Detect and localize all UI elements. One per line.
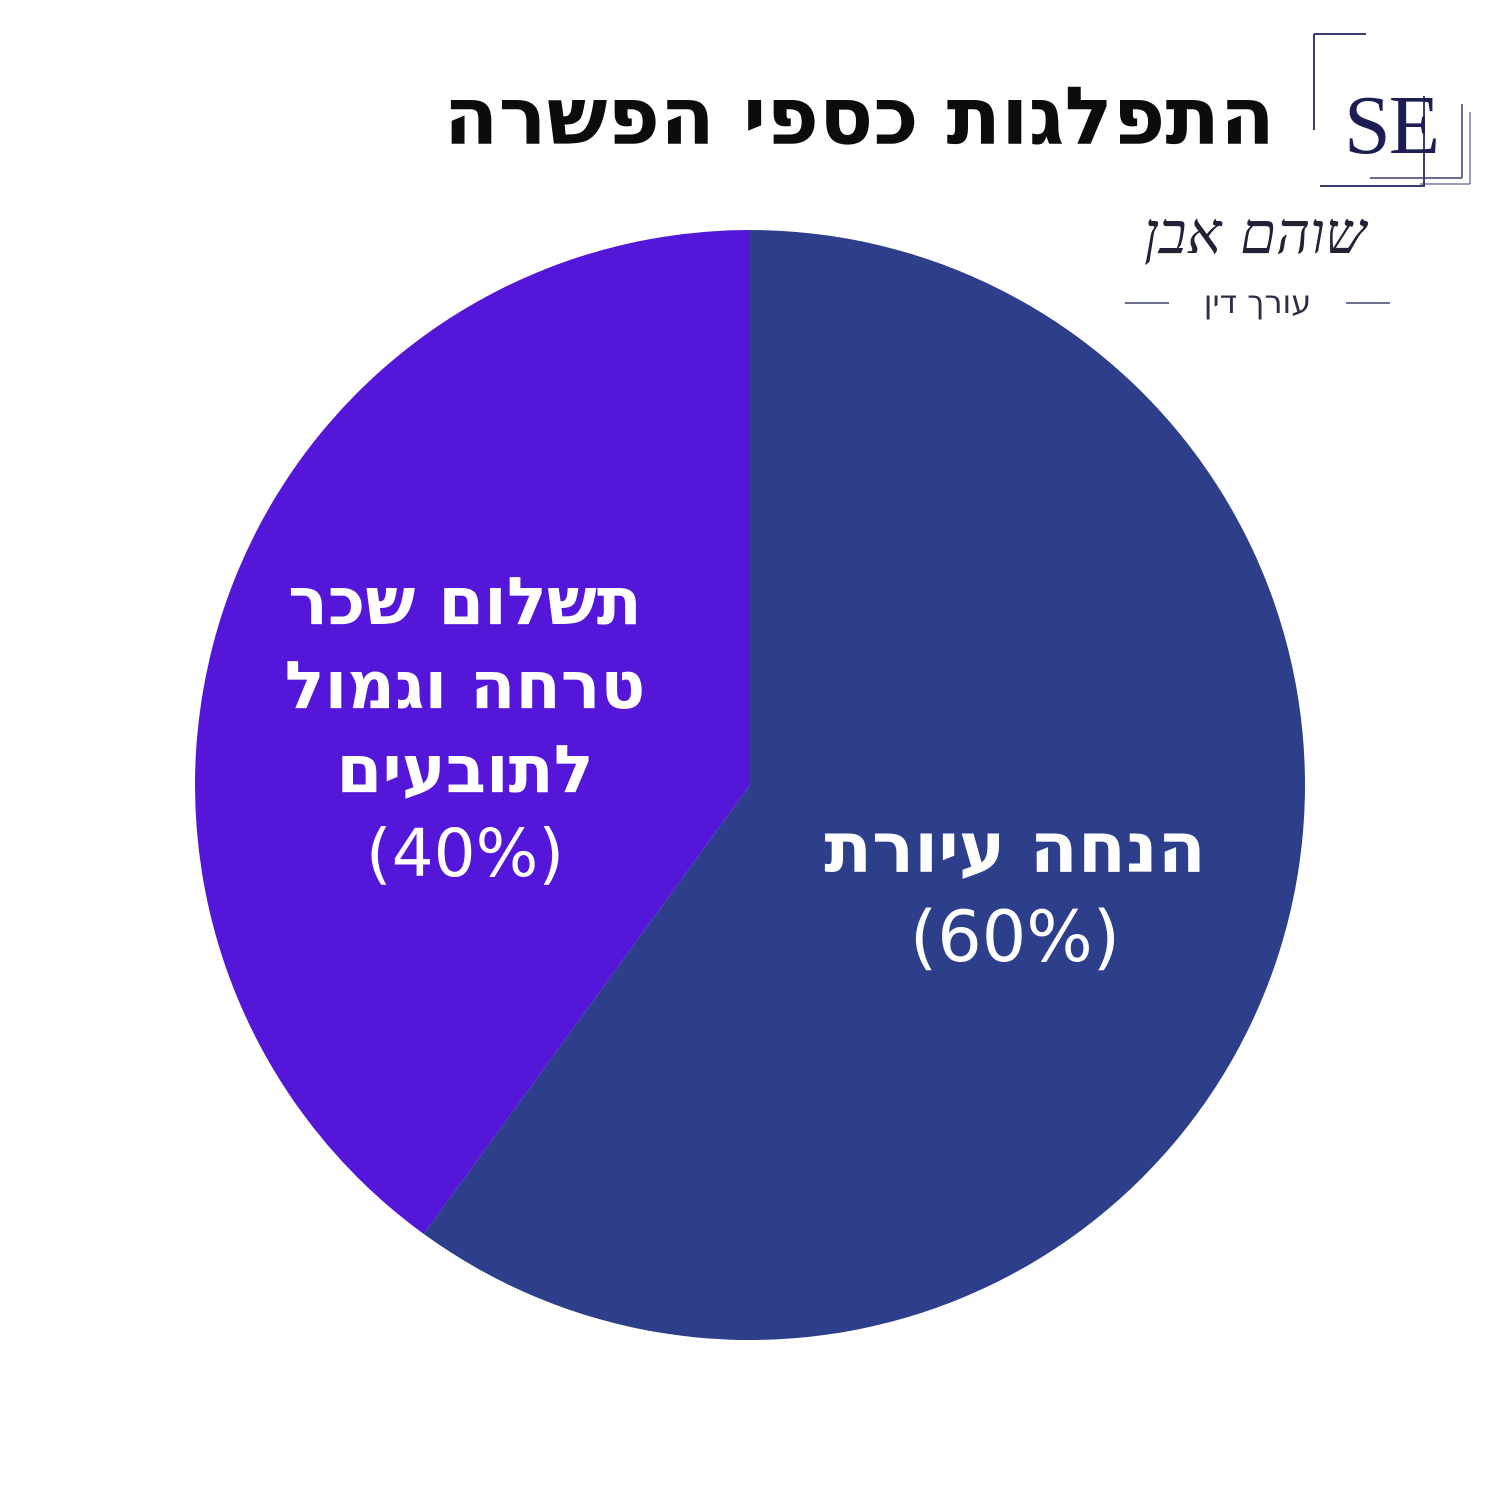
firm-logo: SE: [1300, 32, 1472, 190]
logo-subtitle: עורך דין: [1203, 283, 1312, 321]
subtitle-right-rule: [1346, 302, 1390, 304]
slice-label-attorney-fees: תשלום שכר טרחה וגמול לתובעים (40%): [250, 560, 680, 896]
pie-slice-1: [195, 230, 750, 1235]
logo-subtitle-row: עורך דין: [1125, 280, 1390, 324]
logo-signature: שוהם אבן: [1143, 199, 1367, 267]
slice-label-percent: (60%): [909, 896, 1121, 978]
chart-title: התפלגות כספי הפשרה: [443, 70, 1275, 163]
subtitle-left-rule: [1125, 302, 1169, 304]
logo-frame-icon: [1313, 33, 1471, 187]
slice-label-blind-discount: הנחה עיורת (60%): [780, 805, 1250, 983]
slice-label-name: תשלום שכר טרחה וגמול לתובעים: [284, 563, 646, 808]
pie-slice-0: [423, 230, 1305, 1340]
slice-label-percent: (40%): [365, 815, 565, 892]
slice-label-name: הנחה עיורת: [824, 807, 1206, 889]
logo-monogram: SE: [1343, 79, 1440, 172]
